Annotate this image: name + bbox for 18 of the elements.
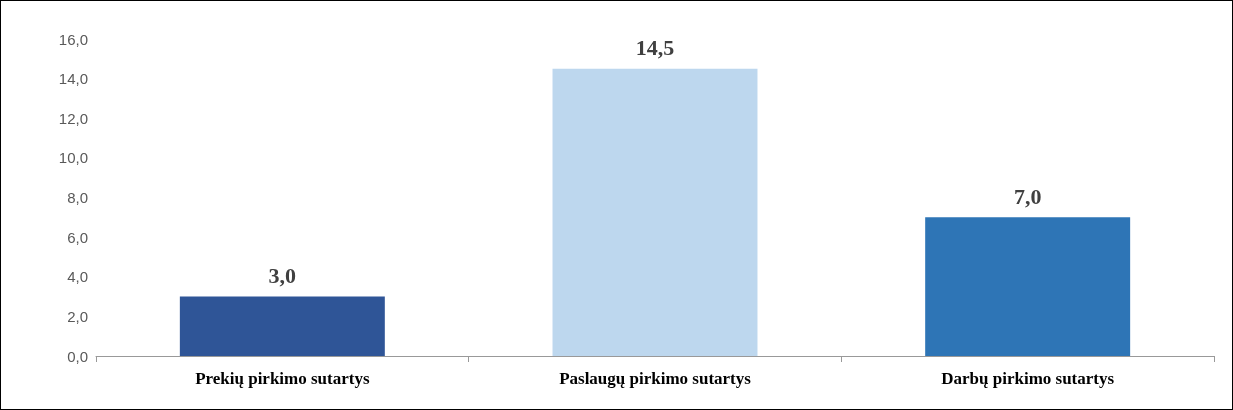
y-tick-label: 12,0 [58,109,88,127]
y-tick-label: 10,0 [58,149,88,167]
bar [925,217,1131,356]
y-tick-label: 16,0 [58,30,88,48]
bar [179,296,385,356]
y-tick-label: 0,0 [67,347,88,365]
x-tick-label: Darbų pirkimo sutartys [941,369,1115,388]
y-tick-label: 14,0 [58,70,88,88]
data-label: 3,0 [268,263,297,289]
y-tick-label: 8,0 [67,189,88,206]
y-tick-label: 2,0 [67,307,88,325]
data-label: 7,0 [1013,183,1042,209]
x-tick-label: Prekių pirkimo sutartys [195,369,370,388]
x-tick-label: Paslaugų pirkimo sutartys [559,369,752,388]
bar [552,68,758,356]
y-tick-label: 6,0 [67,228,88,246]
y-tick-label: 4,0 [67,268,88,286]
data-label: 14,5 [635,35,675,61]
